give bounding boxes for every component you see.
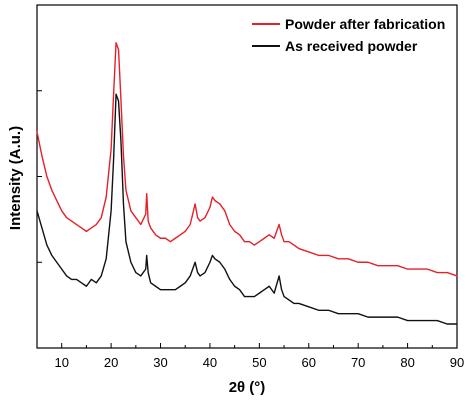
series-line-powder-after-fabrication (36, 42, 458, 277)
y-axis-title: Intensity (A.u.) (7, 126, 24, 230)
x-tick-label: 30 (153, 355, 167, 370)
x-tick-label: 10 (54, 355, 68, 370)
x-tick-label: 50 (252, 355, 266, 370)
x-tick-label: 60 (302, 355, 316, 370)
legend-label-powder-after-fabrication: Powder after fabrication (285, 16, 445, 32)
x-tick-label: 80 (400, 355, 414, 370)
x-tick-label: 20 (104, 355, 118, 370)
x-axis-ticks: 10 20 30 40 50 60 70 80 90 (54, 343, 464, 370)
y-axis-ticks (37, 4, 42, 349)
series-layer (36, 42, 458, 325)
series-line-as-received-powder (36, 93, 458, 325)
legend: Powder after fabrication As received pow… (252, 16, 445, 54)
x-tick-label: 70 (351, 355, 365, 370)
x-axis-title: 2θ (°) (229, 379, 266, 396)
x-tick-label: 90 (450, 355, 464, 370)
legend-label-as-received-powder: As received powder (285, 38, 418, 54)
x-tick-label: 40 (203, 355, 217, 370)
